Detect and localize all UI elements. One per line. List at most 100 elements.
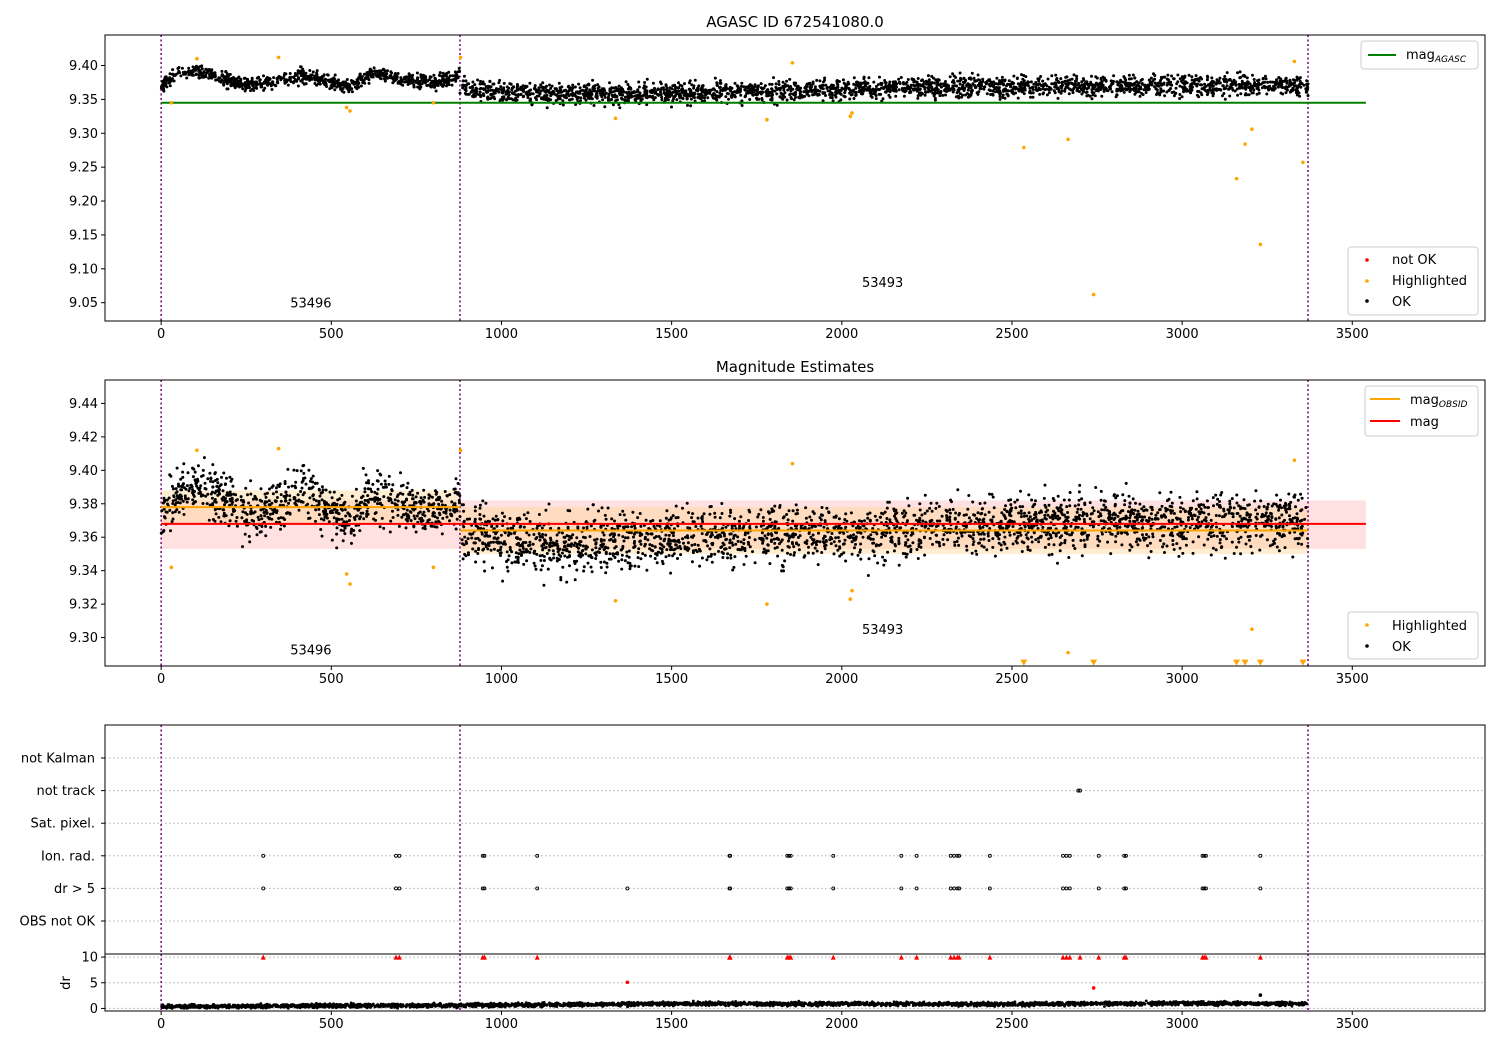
ok-point: [781, 93, 785, 97]
ok-point: [712, 87, 716, 91]
ok-point: [948, 508, 952, 512]
ok-point: [489, 85, 493, 89]
ok-point: [927, 78, 931, 82]
ok-point: [458, 91, 462, 95]
ok-point: [255, 86, 259, 90]
ok-point: [1014, 506, 1018, 510]
ok-point: [161, 83, 165, 87]
ok-point: [396, 81, 400, 85]
ok-point: [454, 527, 458, 531]
ok-point: [823, 519, 827, 523]
ok-point: [376, 502, 379, 506]
ok-point: [314, 519, 317, 523]
ok-point: [335, 546, 339, 550]
ok-point: [250, 518, 254, 522]
ok-point: [918, 508, 922, 512]
ok-point: [319, 517, 323, 521]
ok-point: [247, 534, 251, 538]
y-tick-label: 9.15: [69, 228, 98, 243]
ok-point: [630, 95, 634, 98]
ok-point: [282, 524, 286, 528]
ok-point: [1098, 82, 1102, 86]
ok-point: [528, 98, 532, 102]
ok-point: [320, 75, 324, 79]
ok-point: [170, 520, 174, 524]
ok-point: [402, 77, 406, 80]
ok-point: [1227, 78, 1231, 82]
ok-point: [391, 509, 394, 513]
ok-point: [389, 70, 393, 74]
ok-point: [892, 549, 896, 553]
ok-point: [610, 93, 614, 97]
ok-point: [330, 496, 334, 500]
ok-point: [852, 76, 856, 80]
ok-point: [1014, 85, 1018, 89]
ok-point: [1114, 534, 1118, 538]
ok-point: [434, 89, 438, 93]
ok-point: [1090, 74, 1093, 78]
ok-point: [335, 532, 339, 536]
ok-point: [534, 567, 538, 571]
ok-point: [944, 84, 948, 88]
legend-label-not-ok: not OK: [1392, 253, 1437, 268]
ok-point: [429, 75, 433, 79]
ok-point: [941, 93, 945, 97]
ok-point: [476, 78, 480, 82]
ok-point: [531, 542, 535, 546]
ok-point: [959, 87, 963, 91]
ok-point: [224, 514, 228, 518]
ok-point: [842, 94, 846, 98]
ok-point: [561, 103, 565, 107]
ok-point: [724, 525, 728, 529]
ok-point: [218, 492, 221, 496]
ok-point: [463, 91, 467, 95]
ok-point: [700, 86, 704, 90]
ok-point: [1242, 73, 1246, 77]
ok-point: [463, 535, 467, 539]
ok-point: [230, 498, 234, 501]
ok-point: [581, 544, 585, 548]
ok-point: [423, 514, 427, 518]
ok-point: [445, 77, 449, 81]
ok-point: [1233, 89, 1237, 93]
ok-point: [1190, 75, 1194, 79]
ok-point: [288, 498, 292, 502]
ok-point: [335, 509, 339, 512]
x-tick-label: 3000: [1166, 327, 1199, 342]
ok-point: [1222, 77, 1226, 81]
ok-point: [1133, 92, 1137, 96]
ok-point: [821, 87, 825, 91]
ok-point: [410, 75, 414, 79]
ok-point: [1211, 94, 1215, 98]
ok-point: [283, 518, 287, 521]
obsid-label: 53496: [290, 296, 331, 311]
ok-point: [221, 489, 225, 493]
ok-point: [1214, 514, 1218, 517]
ok-point: [930, 87, 934, 91]
ok-point: [662, 91, 666, 95]
ok-point: [473, 83, 477, 87]
ok-point: [944, 93, 947, 97]
ok-point: [377, 69, 381, 73]
ok-point: [182, 513, 186, 516]
ok-point: [1254, 508, 1258, 512]
ok-point: [231, 484, 235, 488]
ok-point: [1236, 71, 1239, 75]
ok-point: [747, 91, 750, 95]
ok-point: [356, 82, 360, 86]
ok-point: [222, 83, 226, 87]
ok-point: [406, 519, 409, 523]
ok-point: [718, 79, 722, 83]
ok-point: [1265, 92, 1269, 96]
ok-point: [1082, 517, 1086, 521]
ok-point: [204, 75, 208, 79]
ok-point: [918, 91, 921, 95]
ok-point: [1165, 90, 1169, 94]
ok-point: [259, 487, 263, 491]
ok-point: [421, 519, 425, 523]
x-tick-label: 1500: [655, 327, 688, 342]
ok-point: [258, 530, 262, 534]
ok-point: [300, 480, 304, 484]
ok-point: [727, 97, 730, 101]
ok-point: [1045, 87, 1048, 91]
